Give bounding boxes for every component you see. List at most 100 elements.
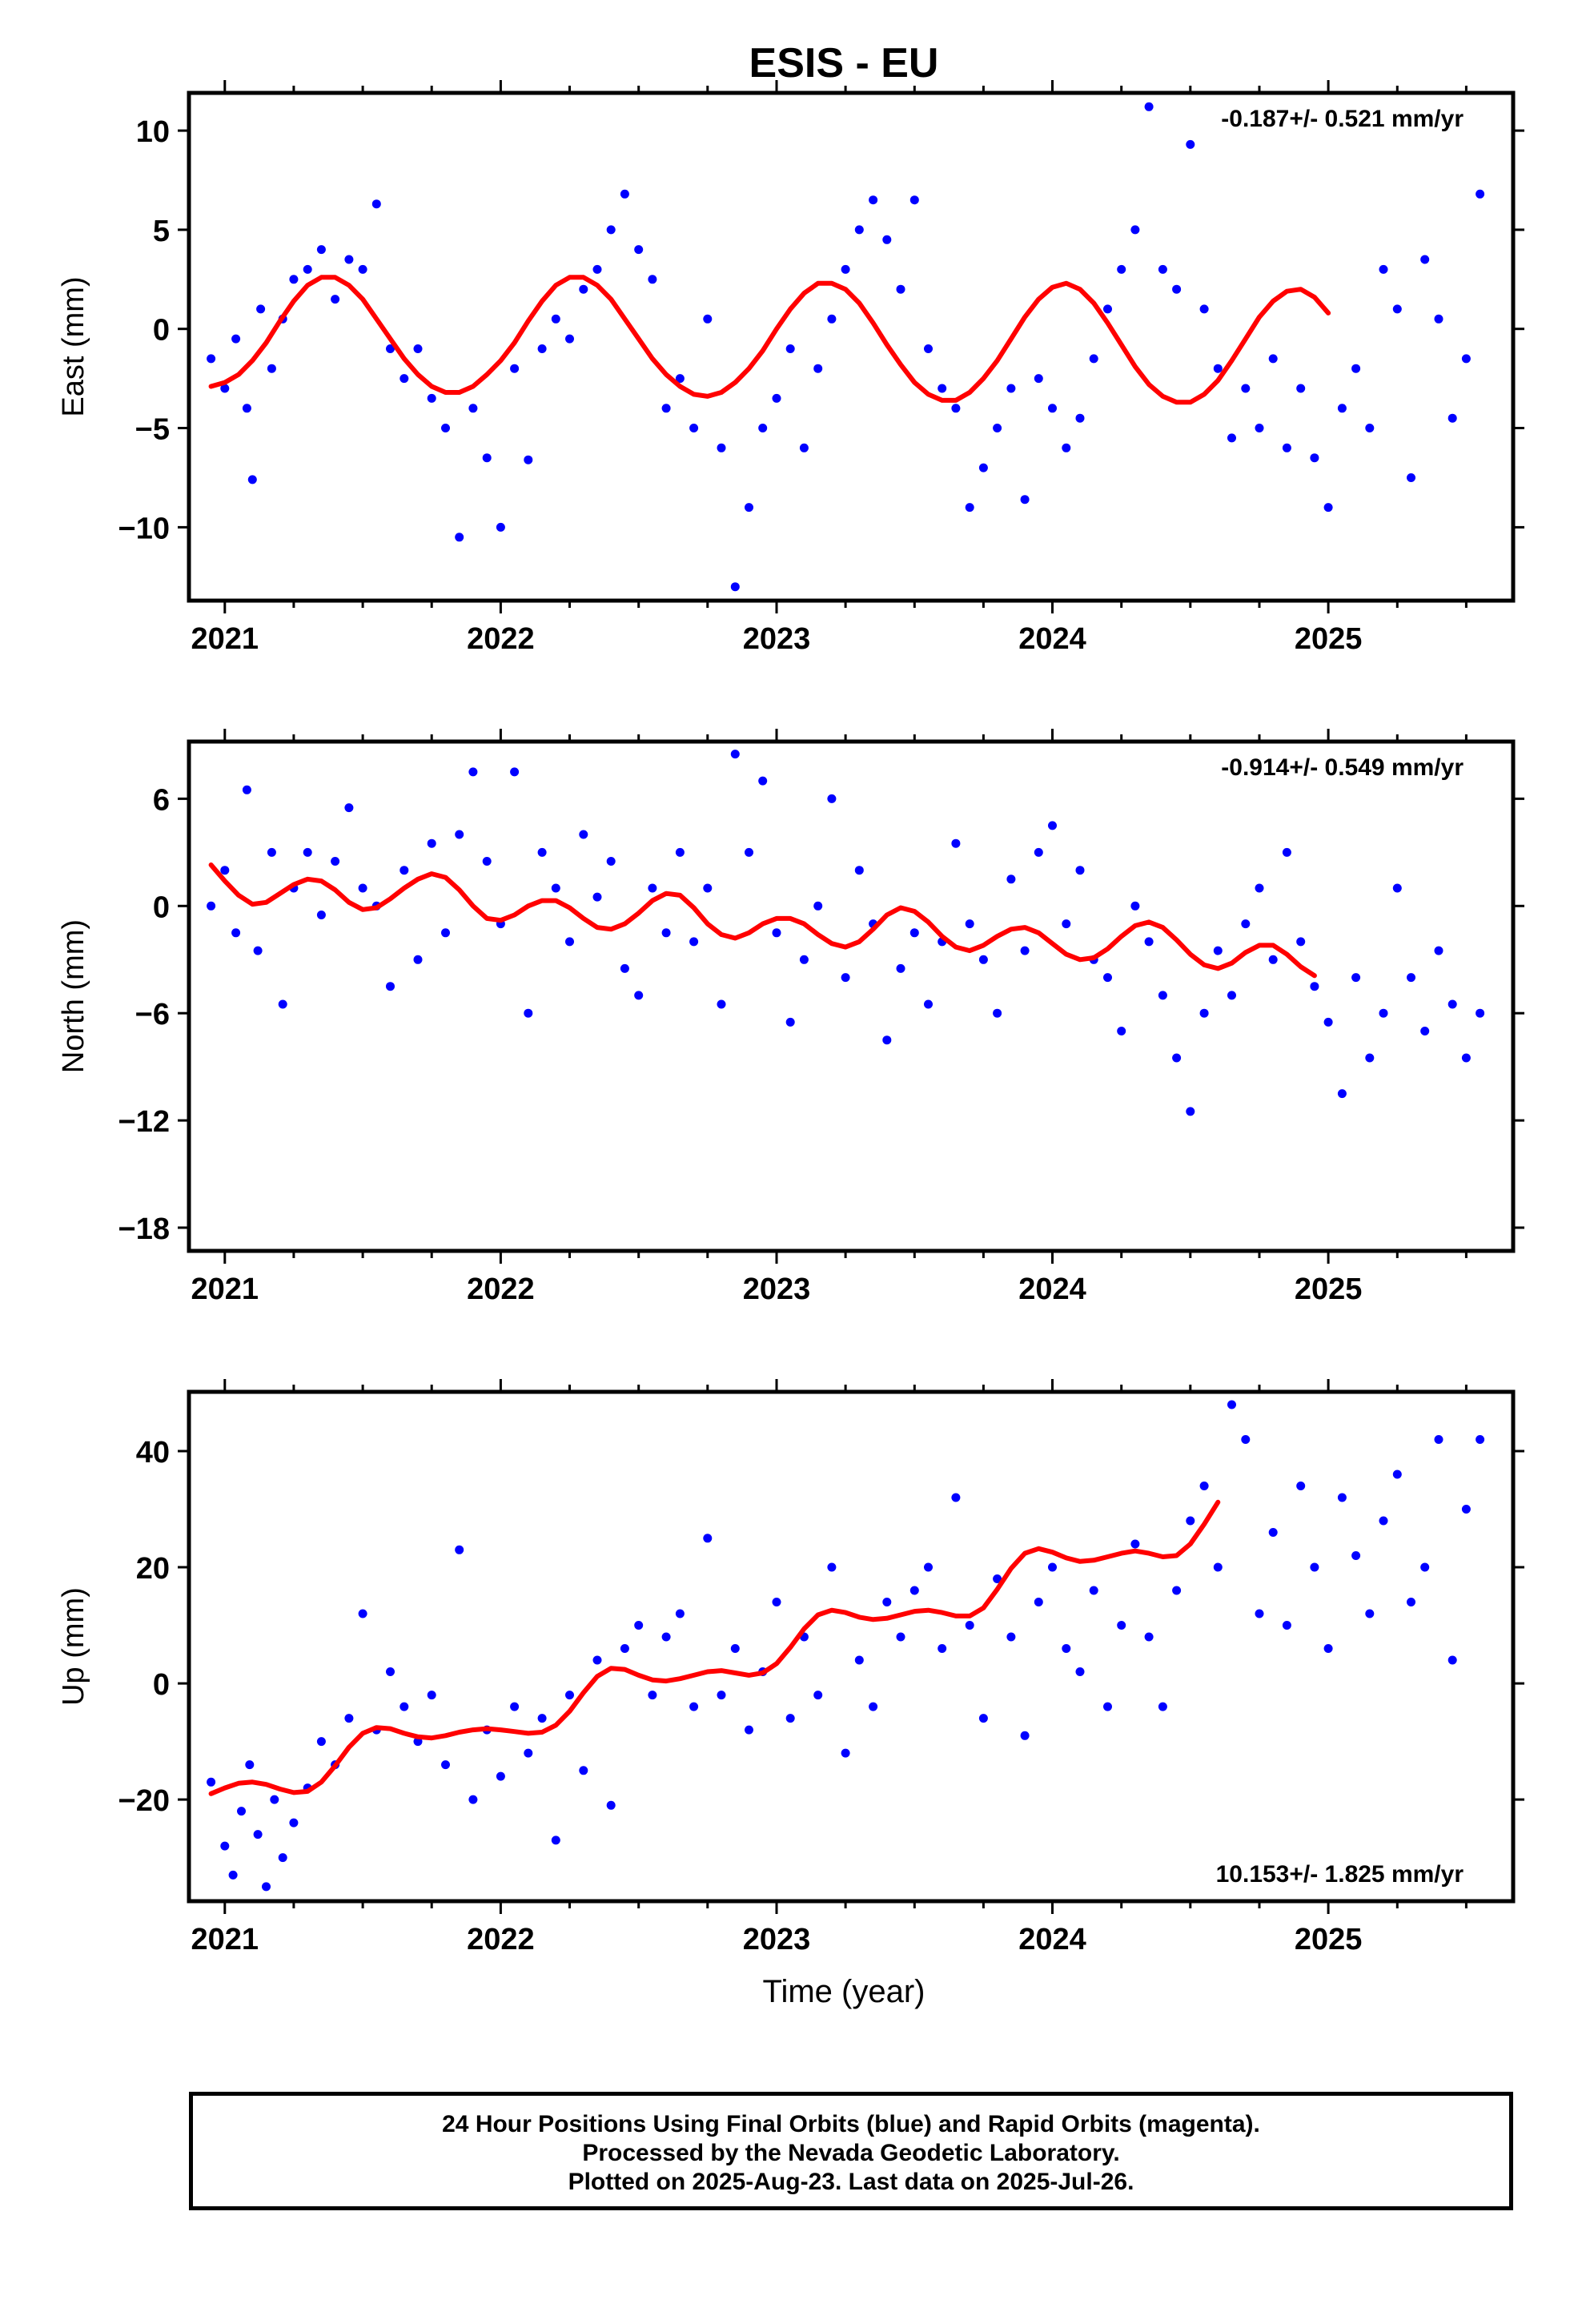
up-point — [253, 1830, 263, 1839]
up-point — [289, 1818, 299, 1827]
north-y-tick-label: −18 — [118, 1212, 170, 1246]
east-point — [745, 503, 753, 513]
north-point — [799, 955, 809, 964]
north-point — [813, 901, 823, 911]
up-point — [551, 1835, 560, 1845]
up-point — [1158, 1702, 1167, 1711]
east-point — [620, 189, 629, 199]
north-point — [1117, 1027, 1126, 1035]
east-point — [730, 582, 740, 592]
footer-box: 24 Hour Positions Using Final Orbits (bl… — [189, 2092, 1513, 2210]
east-y-tick-label: 10 — [136, 115, 170, 149]
up-x-tick-label: 2021 — [191, 1923, 259, 1956]
up-point — [841, 1748, 850, 1758]
north-point — [331, 857, 340, 866]
east-point — [1337, 404, 1347, 413]
up-point — [1461, 1505, 1471, 1514]
up-point — [1407, 1598, 1415, 1606]
up-data-layer — [207, 1400, 1485, 1892]
east-y-tick-label: 0 — [153, 314, 170, 348]
east-point — [256, 304, 266, 314]
east-x-tick-label: 2021 — [191, 622, 259, 656]
up-point — [1089, 1586, 1098, 1595]
east-point — [1392, 304, 1402, 314]
north-point — [468, 767, 478, 777]
north-point — [648, 883, 657, 893]
up-point — [441, 1760, 450, 1770]
up-point — [1227, 1400, 1236, 1409]
north-point — [1379, 1008, 1388, 1018]
east-point — [496, 522, 505, 532]
up-point — [703, 1534, 713, 1543]
up-point — [1365, 1609, 1375, 1618]
north-point — [1310, 982, 1319, 991]
up-point — [1117, 1621, 1126, 1630]
north-point — [1020, 946, 1030, 955]
east-point — [1296, 384, 1306, 393]
north-point — [841, 973, 850, 983]
up-point — [1337, 1493, 1347, 1502]
footer-line-1: 24 Hour Positions Using Final Orbits (bl… — [442, 2111, 1260, 2137]
north-rate-label: -0.914+/- 0.549 mm/yr — [1221, 754, 1464, 781]
east-point — [331, 295, 340, 304]
up-point — [386, 1667, 395, 1676]
east-point — [427, 393, 436, 403]
east-point — [909, 195, 919, 205]
up-point — [1282, 1621, 1291, 1630]
figure-title: ESIS - EU — [749, 40, 939, 86]
north-point — [1186, 1107, 1195, 1116]
up-point — [1447, 1655, 1457, 1665]
north-point — [661, 928, 671, 938]
up-point — [237, 1807, 246, 1816]
up-point — [675, 1609, 685, 1618]
footer-line-2: Processed by the Nevada Geodetic Laborat… — [582, 2140, 1120, 2166]
up-point — [262, 1882, 271, 1892]
east-point — [1186, 139, 1195, 149]
north-point — [1337, 1089, 1347, 1099]
east-point — [267, 364, 276, 373]
north-point — [772, 928, 781, 938]
north-point — [524, 1008, 533, 1018]
east-point — [537, 344, 547, 353]
east-point — [1172, 284, 1182, 294]
up-point — [400, 1702, 409, 1711]
up-point — [993, 1574, 1002, 1583]
north-point — [978, 955, 988, 964]
up-point — [1020, 1731, 1030, 1740]
north-point — [455, 830, 464, 839]
north-point — [1130, 901, 1140, 911]
up-point — [1379, 1516, 1388, 1526]
east-point — [1420, 255, 1430, 264]
east-point — [869, 195, 878, 205]
east-point — [1379, 264, 1388, 274]
north-point — [924, 999, 933, 1009]
up-y-tick-label: 0 — [153, 1668, 170, 1702]
east-point — [579, 284, 588, 294]
north-point — [1323, 1017, 1333, 1027]
east-point — [689, 424, 699, 432]
up-point — [1062, 1644, 1071, 1653]
north-point — [231, 928, 241, 938]
east-x-tick-label: 2022 — [467, 622, 535, 656]
east-point — [1268, 354, 1278, 364]
north-fit-line — [208, 862, 1317, 979]
north-point — [1351, 973, 1361, 983]
up-point — [524, 1748, 533, 1758]
east-point — [592, 264, 602, 274]
east-point — [247, 475, 257, 485]
north-point — [1062, 919, 1071, 929]
up-point — [785, 1714, 795, 1723]
north-point — [896, 963, 905, 973]
north-point — [854, 866, 864, 875]
north-point — [220, 866, 230, 875]
north-point — [427, 838, 436, 848]
up-point — [592, 1655, 602, 1665]
up-point — [1006, 1632, 1016, 1642]
north-point — [1006, 875, 1016, 884]
north-point — [1199, 1008, 1209, 1018]
up-point — [965, 1621, 974, 1630]
north-point — [537, 847, 547, 857]
east-point — [358, 264, 367, 274]
east-data-layer — [207, 102, 1485, 592]
east-point — [951, 404, 961, 413]
